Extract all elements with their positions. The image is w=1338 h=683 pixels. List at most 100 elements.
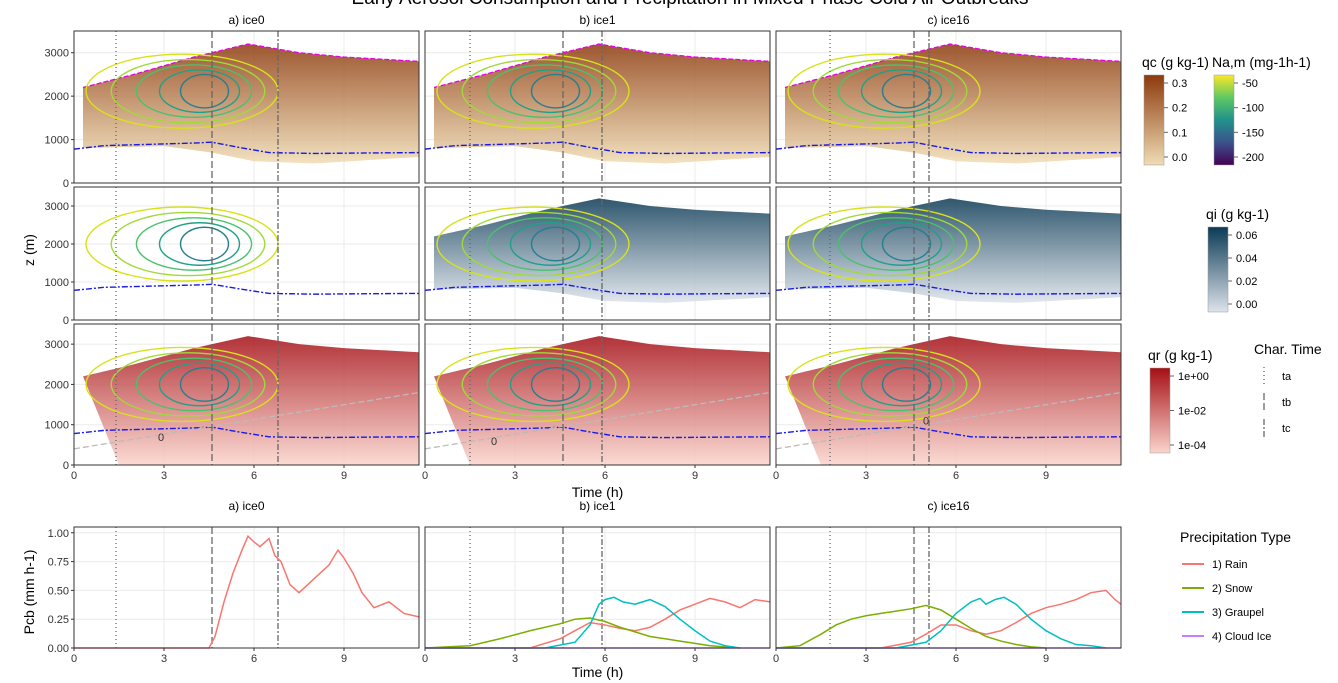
na-contour (461, 58, 617, 124)
heatmap-panel-qi-2 (775, 186, 1122, 321)
x-tick-label: 0 (773, 653, 779, 665)
na-contour (436, 53, 630, 129)
legend-precip: Precipitation Type 1) Rain 2) Snow 3) Graup… (1180, 529, 1291, 643)
na-contour (881, 73, 932, 109)
legend-item-label: tb (1282, 397, 1291, 409)
series-graupel (776, 596, 1107, 649)
x-tick-label: 6 (602, 653, 608, 665)
legend-char-time: Char. Time ta tb tc (1254, 341, 1322, 437)
x-tick-label: 6 (953, 470, 959, 482)
na-contour (837, 217, 955, 271)
y-tick-label: 3000 (45, 48, 69, 60)
na-contour (461, 352, 617, 417)
figure-title: Early Aerosol Consumption and Precipitat… (352, 0, 1029, 9)
y-tick-label: 0 (63, 460, 69, 472)
na-contour (860, 69, 943, 114)
panel-border (424, 526, 771, 649)
legend-qr: qr (g kg-1) 1e+00 1e-02 1e-04 (1148, 347, 1213, 454)
na-contour (110, 211, 266, 277)
colorbar-tick-label: 0.1 (1172, 127, 1187, 139)
y-tick-label: 0.50 (48, 585, 69, 597)
na-contour (509, 222, 592, 266)
y-tick-label: 0.75 (48, 557, 69, 569)
cloud-top-line (784, 43, 1122, 89)
colorbar-tick-label: 0.06 (1236, 230, 1257, 242)
x-tick-label: 9 (1043, 470, 1049, 482)
x-tick-label: 6 (251, 470, 257, 482)
series-rain (776, 589, 1122, 649)
precip-panel-0: 0.00 0.25 0.50 0.75 1.00 0 3 6 9 (48, 526, 420, 665)
panel-border (424, 30, 771, 184)
series-snow (775, 604, 1047, 649)
na-contour (812, 352, 968, 417)
x-tick-label: 0 (71, 470, 77, 482)
na-contour (530, 226, 581, 262)
legend-item-label: tc (1282, 423, 1291, 435)
cloud-top-line (433, 43, 771, 89)
colorbar-tick-label: -200 (1242, 152, 1264, 164)
legend-title: Na,m (mg-1h-1) (1212, 54, 1311, 70)
inversion-line (775, 283, 1122, 295)
panel-border (73, 323, 420, 466)
x-tick-label: 3 (161, 470, 167, 482)
legend-item-label: ta (1282, 371, 1292, 383)
na-contour (135, 357, 253, 412)
panel-strip-title: b) ice1 (579, 13, 615, 27)
na-contour (509, 362, 592, 407)
colorbar-tick-label: 0.2 (1172, 103, 1187, 115)
y-tick-label: 1000 (45, 277, 69, 289)
x-tick-label: 9 (1043, 653, 1049, 665)
field-qr (83, 336, 419, 465)
na-contour (530, 73, 581, 109)
y-tick-label: 0 (63, 178, 69, 190)
na-contour (436, 346, 630, 423)
legend-item-label: 4) Cloud Ice (1212, 631, 1271, 643)
series-graupel (425, 596, 741, 649)
na-contour (881, 366, 932, 402)
x-tick-label: 3 (863, 470, 869, 482)
na-contour (860, 362, 943, 407)
na-contour (158, 69, 241, 114)
na-contour (787, 346, 981, 423)
na-contour (436, 206, 630, 282)
colorbar-tick-label: -150 (1242, 127, 1264, 139)
heatmap-panel-qr-2: 0 0 3 6 9 (773, 323, 1122, 482)
na-contour (461, 211, 617, 277)
legend-title: Precipitation Type (1180, 529, 1291, 545)
x-tick-label: 0 (71, 653, 77, 665)
y-tick-label: 1.00 (48, 528, 69, 540)
legend-title: qr (g kg-1) (1148, 347, 1213, 363)
y-tick-label: 1000 (45, 135, 69, 147)
na-contour (135, 217, 253, 271)
colorbar-tick-label: -100 (1242, 103, 1264, 115)
heatmap-panel-qi-1 (424, 186, 771, 321)
colorbar (1213, 74, 1235, 166)
panel-border (775, 186, 1122, 321)
panel-border (73, 526, 420, 649)
inversion-line (73, 426, 420, 439)
na-contour (812, 58, 968, 124)
colorbar-tick-label: 1e+00 (1178, 371, 1209, 383)
legend-title: qc (g kg-1) (1142, 54, 1209, 70)
isotherm-line (73, 391, 420, 450)
panel-bg (74, 187, 419, 320)
precip-panel-2: 0 3 6 9 (773, 526, 1122, 665)
na-contour (881, 226, 932, 262)
x-tick-label: 0 (773, 470, 779, 482)
heatmap-panel-qc-0: 0 1000 2000 3000 (45, 30, 420, 190)
panel-strip-title: a) ice0 (228, 13, 264, 27)
inversion-line (775, 426, 1122, 439)
na-contour (860, 222, 943, 266)
field-qc (83, 44, 419, 164)
na-contour (158, 362, 241, 407)
x-axis-title: Time (h) (572, 664, 624, 680)
colorbar (1149, 367, 1171, 454)
inversion-line (424, 283, 771, 295)
na-contour (787, 53, 981, 129)
x-tick-label: 3 (512, 470, 518, 482)
colorbar-tick-label: 0.04 (1236, 253, 1257, 265)
na-contour (179, 226, 230, 262)
na-contour (509, 69, 592, 114)
